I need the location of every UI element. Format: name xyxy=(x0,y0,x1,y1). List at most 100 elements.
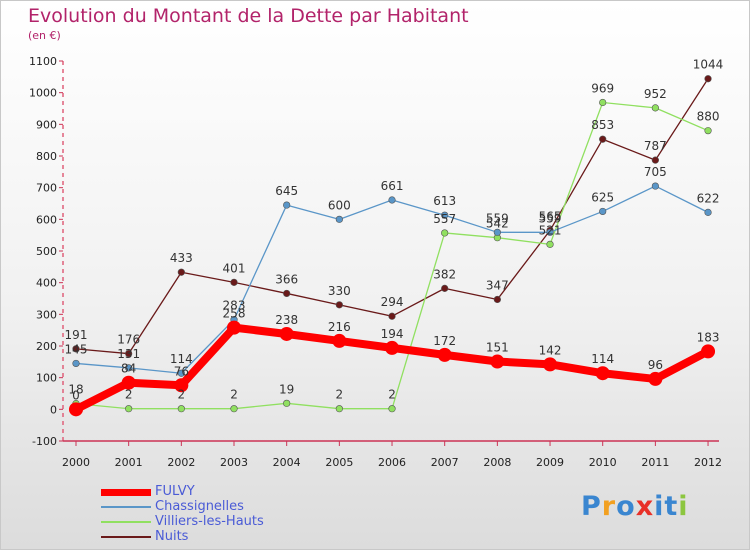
x-tick-label: 2011 xyxy=(641,456,669,469)
data-label: 176 xyxy=(117,333,140,347)
x-tick-label: 2000 xyxy=(62,456,90,469)
data-point xyxy=(388,405,396,413)
legend-swatch xyxy=(101,521,151,523)
data-label: 183 xyxy=(697,330,720,344)
data-point xyxy=(283,289,291,298)
y-tick-label: 1000 xyxy=(29,87,57,100)
data-label: 622 xyxy=(697,191,720,205)
data-label: 853 xyxy=(591,118,614,132)
x-tick-label: 2005 xyxy=(325,456,353,469)
data-label: 258 xyxy=(223,307,246,321)
x-tick-label: 2010 xyxy=(589,456,617,469)
data-label: 76 xyxy=(174,364,189,378)
data-point xyxy=(546,240,554,248)
series-nuits xyxy=(72,75,712,358)
logo-letter: r xyxy=(601,491,617,522)
logo-letter: t xyxy=(664,491,679,522)
data-label: 880 xyxy=(697,110,720,124)
data-point xyxy=(599,207,607,216)
data-point xyxy=(385,340,400,355)
data-point xyxy=(332,333,347,348)
x-tick-label: 2012 xyxy=(694,456,722,469)
data-label: 613 xyxy=(433,194,456,208)
data-point xyxy=(335,405,343,413)
data-label: 347 xyxy=(486,278,509,292)
legend-swatch xyxy=(101,489,151,496)
data-label: 19 xyxy=(279,382,294,396)
data-label: 600 xyxy=(328,198,351,212)
legend-swatch xyxy=(101,536,151,538)
data-point xyxy=(441,229,449,237)
data-label: 625 xyxy=(591,190,614,204)
data-point xyxy=(704,75,712,83)
data-label: 2 xyxy=(388,388,396,402)
data-point xyxy=(125,350,133,358)
data-point xyxy=(69,402,83,417)
logo-letter: x xyxy=(635,491,655,522)
data-point xyxy=(595,366,610,381)
legend-label: Chassignelles xyxy=(155,499,244,514)
data-point xyxy=(230,405,238,413)
data-point xyxy=(388,196,396,204)
axes: -100 0 100 200 300 400 500 600 700 800 900 1000 1100… xyxy=(29,55,722,469)
data-label: 565 xyxy=(539,209,562,223)
data-label: 191 xyxy=(65,328,88,342)
data-label: 382 xyxy=(433,267,456,281)
data-point xyxy=(651,104,659,112)
data-label: 2 xyxy=(230,388,238,402)
x-tick-label: 2002 xyxy=(167,456,195,469)
series-fulvy xyxy=(69,320,716,417)
y-tick-label: -100 xyxy=(32,435,57,448)
x-tick-label: 2003 xyxy=(220,456,248,469)
y-tick-label: 700 xyxy=(36,182,57,195)
data-label: 542 xyxy=(486,217,509,231)
data-point xyxy=(279,326,294,341)
data-point xyxy=(388,312,396,320)
x-tick-label: 2001 xyxy=(115,456,143,469)
y-tick-label: 800 xyxy=(36,150,57,163)
data-point xyxy=(546,228,554,236)
data-labels: 0 84 76 258 238 216 194 172 151 142 114 96 183 145 131… xyxy=(65,58,724,403)
data-point xyxy=(648,371,663,386)
data-point xyxy=(227,320,242,335)
x-tick-label: 2004 xyxy=(273,456,301,469)
legend-label: Nuits xyxy=(155,529,189,544)
y-tick-label: 900 xyxy=(36,118,57,131)
data-label: 559 xyxy=(539,211,562,225)
y-tick-label: 1100 xyxy=(29,55,57,68)
data-point xyxy=(599,98,607,107)
data-label: 216 xyxy=(328,320,351,334)
data-label: 96 xyxy=(648,358,663,372)
data-point xyxy=(599,135,607,143)
data-label: 1044 xyxy=(693,58,724,72)
logo-letter: o xyxy=(616,491,636,522)
logo-letter: i xyxy=(654,491,665,522)
data-label: 2 xyxy=(178,388,186,402)
data-point xyxy=(493,295,501,304)
y-tick-label: 0 xyxy=(50,403,57,416)
data-label: 114 xyxy=(591,352,614,366)
data-label: 330 xyxy=(328,284,351,298)
legend-swatch xyxy=(101,506,151,508)
data-point xyxy=(441,284,449,292)
data-label: 433 xyxy=(170,251,193,265)
logo-letter: i xyxy=(678,491,689,522)
data-point xyxy=(230,278,238,286)
data-point xyxy=(177,405,185,413)
data-label: 131 xyxy=(117,347,140,361)
data-label: 18 xyxy=(68,383,83,397)
chart-subtitle: (en €) xyxy=(28,29,61,42)
data-label: 194 xyxy=(381,327,404,341)
data-point xyxy=(493,228,501,236)
data-label: 84 xyxy=(121,362,136,376)
data-label: 969 xyxy=(591,81,614,95)
data-point xyxy=(335,215,343,223)
data-label: 366 xyxy=(275,272,298,286)
data-point xyxy=(543,357,558,372)
data-label: 238 xyxy=(275,313,298,327)
x-tick-label: 2006 xyxy=(378,456,406,469)
data-point xyxy=(283,399,291,407)
data-point xyxy=(441,211,449,219)
y-tick-label: 200 xyxy=(36,340,57,353)
y-tick-label: 100 xyxy=(36,372,57,385)
